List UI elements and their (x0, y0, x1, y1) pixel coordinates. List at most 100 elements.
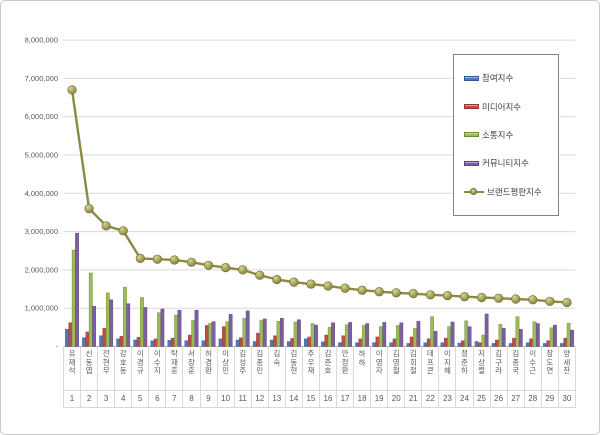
brand-index-marker (391, 288, 401, 298)
brand-index-marker (357, 285, 367, 295)
legend-item-media: 미디어지수 (464, 102, 558, 112)
brand-index-line-marker-icon (464, 187, 484, 196)
brand-index-marker (203, 260, 214, 270)
communication-bar (396, 325, 400, 347)
community-bar (314, 324, 318, 347)
community-bar (297, 319, 301, 347)
legend-item-community: 커뮤니티지수 (464, 158, 558, 168)
media-bar (495, 339, 499, 347)
community-bar (467, 326, 472, 347)
y-axis-tick-label: 7,000,000 (25, 74, 58, 83)
media-bar (443, 337, 448, 347)
media-bar (529, 338, 534, 347)
category-rank: 28 (524, 391, 541, 408)
communication-swatch-icon (464, 132, 479, 138)
community-swatch-icon (464, 160, 479, 166)
participation-bar (99, 335, 104, 347)
participation-bar (269, 339, 274, 347)
communication-bar (430, 316, 434, 347)
communication-bar (447, 326, 452, 347)
legend-label: 브랜드평판지수 (487, 186, 542, 197)
chart-legend: 참여지수 미디어지수 소통지수 커뮤니티지수 브랜드평판지수 (453, 54, 559, 216)
media-bar (392, 338, 397, 347)
media-bar (307, 336, 312, 347)
y-axis-tick-label: 1,000,000 (25, 304, 58, 313)
category-cell: 데 프 콘 22 (421, 347, 439, 408)
y-axis-tick-label: 6,000,000 (25, 112, 58, 121)
media-bar (222, 326, 226, 347)
category-rank: 26 (490, 391, 507, 408)
category-rank: 6 (149, 391, 166, 408)
legend-label: 참여지수 (482, 73, 514, 84)
media-bar (375, 336, 380, 347)
brand-index-marker (84, 204, 94, 214)
brand-index-marker (118, 226, 128, 236)
brand-index-marker (135, 253, 145, 264)
category-rank: 12 (251, 391, 268, 408)
category-rank: 29 (541, 391, 558, 408)
brand-index-marker (238, 265, 248, 275)
y-axis-tick-label: - (56, 342, 59, 351)
media-bar (273, 335, 278, 347)
participation-bar (235, 339, 240, 347)
media-bar (563, 337, 568, 347)
brand-index-marker (528, 295, 538, 305)
category-cell: 김 동 현 14 (284, 347, 302, 408)
category-rank: 11 (234, 391, 251, 408)
category-rank: 10 (217, 391, 234, 408)
community-bar (194, 309, 199, 347)
brand-index-marker (152, 254, 162, 264)
category-cell: 김 희 철 21 (404, 347, 422, 408)
community-bar (535, 323, 540, 347)
brand-index-marker (511, 294, 521, 304)
category-rank: 24 (456, 391, 473, 408)
participation-bar (525, 342, 530, 347)
category-rank: 18 (354, 391, 371, 408)
media-bar (461, 340, 465, 347)
community-bar (518, 329, 523, 347)
communication-bar (413, 327, 417, 347)
communication-bar (140, 297, 144, 347)
community-bar (382, 322, 387, 347)
participation-bar (440, 342, 445, 347)
community-bar (160, 308, 165, 347)
brand-index-marker (545, 296, 555, 306)
communication-bar (259, 319, 264, 347)
media-bar (136, 337, 141, 347)
brand-index-marker (425, 290, 436, 300)
category-cell: 이 영 자 19 (370, 347, 388, 408)
community-bar (109, 299, 114, 347)
participation-bar (372, 342, 377, 347)
brand-index-marker (67, 85, 77, 95)
participation-bar (423, 342, 428, 347)
community-bar (450, 321, 455, 347)
category-rank: 2 (81, 391, 98, 408)
category-rank: 25 (473, 391, 490, 408)
media-bar (426, 338, 431, 347)
y-axis-tick-label: 2,000,000 (25, 265, 58, 274)
category-rank: 21 (405, 391, 422, 408)
communication-bar (123, 286, 127, 347)
participation-bar (304, 338, 308, 347)
communication-bar (293, 321, 298, 347)
community-bar (126, 303, 131, 347)
